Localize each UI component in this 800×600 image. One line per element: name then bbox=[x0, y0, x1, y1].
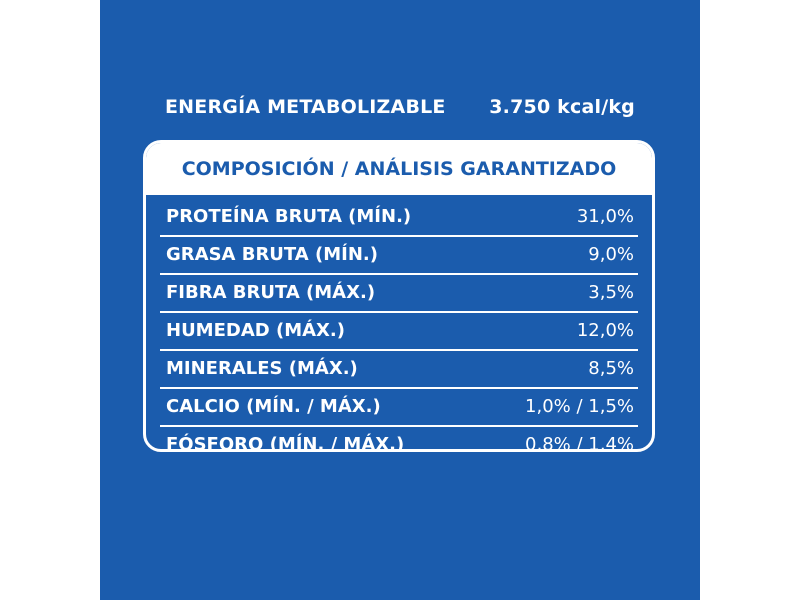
nutrition-panel: ENERGÍA METABOLIZABLE 3.750 kcal/kg COMP… bbox=[100, 0, 700, 600]
row-value: 1,0% / 1,5% bbox=[525, 396, 634, 417]
row-label: CALCIO (MÍN. / MÁX.) bbox=[166, 396, 381, 417]
table-row: FIBRA BRUTA (MÁX.) 3,5% bbox=[160, 275, 638, 313]
energy-row: ENERGÍA METABOLIZABLE 3.750 kcal/kg bbox=[165, 96, 635, 124]
composition-table-header: COMPOSICIÓN / ANÁLISIS GARANTIZADO bbox=[146, 143, 652, 195]
row-label: HUMEDAD (MÁX.) bbox=[166, 320, 345, 341]
table-row: HUMEDAD (MÁX.) 12,0% bbox=[160, 313, 638, 351]
table-row: FÓSFORO (MÍN. / MÁX.) 0,8% / 1,4% bbox=[160, 427, 638, 452]
row-label: GRASA BRUTA (MÍN.) bbox=[166, 244, 378, 265]
row-label: FIBRA BRUTA (MÁX.) bbox=[166, 282, 376, 303]
table-row: CALCIO (MÍN. / MÁX.) 1,0% / 1,5% bbox=[160, 389, 638, 427]
energy-value: 3.750 kcal/kg bbox=[489, 96, 635, 118]
row-value: 31,0% bbox=[576, 206, 634, 227]
row-value: 3,5% bbox=[588, 282, 634, 303]
row-value: 9,0% bbox=[588, 244, 634, 265]
row-value: 8,5% bbox=[588, 358, 634, 379]
composition-rows: PROTEÍNA BRUTA (MÍN.) 31,0% GRASA BRUTA … bbox=[160, 199, 638, 452]
row-label: FÓSFORO (MÍN. / MÁX.) bbox=[166, 434, 405, 452]
composition-table: COMPOSICIÓN / ANÁLISIS GARANTIZADO PROTE… bbox=[143, 140, 655, 452]
table-row: MINERALES (MÁX.) 8,5% bbox=[160, 351, 638, 389]
row-label: MINERALES (MÁX.) bbox=[166, 358, 358, 379]
energy-label: ENERGÍA METABOLIZABLE bbox=[165, 96, 446, 118]
row-value: 12,0% bbox=[576, 320, 634, 341]
row-value: 0,8% / 1,4% bbox=[525, 434, 634, 452]
table-row: PROTEÍNA BRUTA (MÍN.) 31,0% bbox=[160, 199, 638, 237]
row-label: PROTEÍNA BRUTA (MÍN.) bbox=[166, 206, 412, 227]
table-row: GRASA BRUTA (MÍN.) 9,0% bbox=[160, 237, 638, 275]
